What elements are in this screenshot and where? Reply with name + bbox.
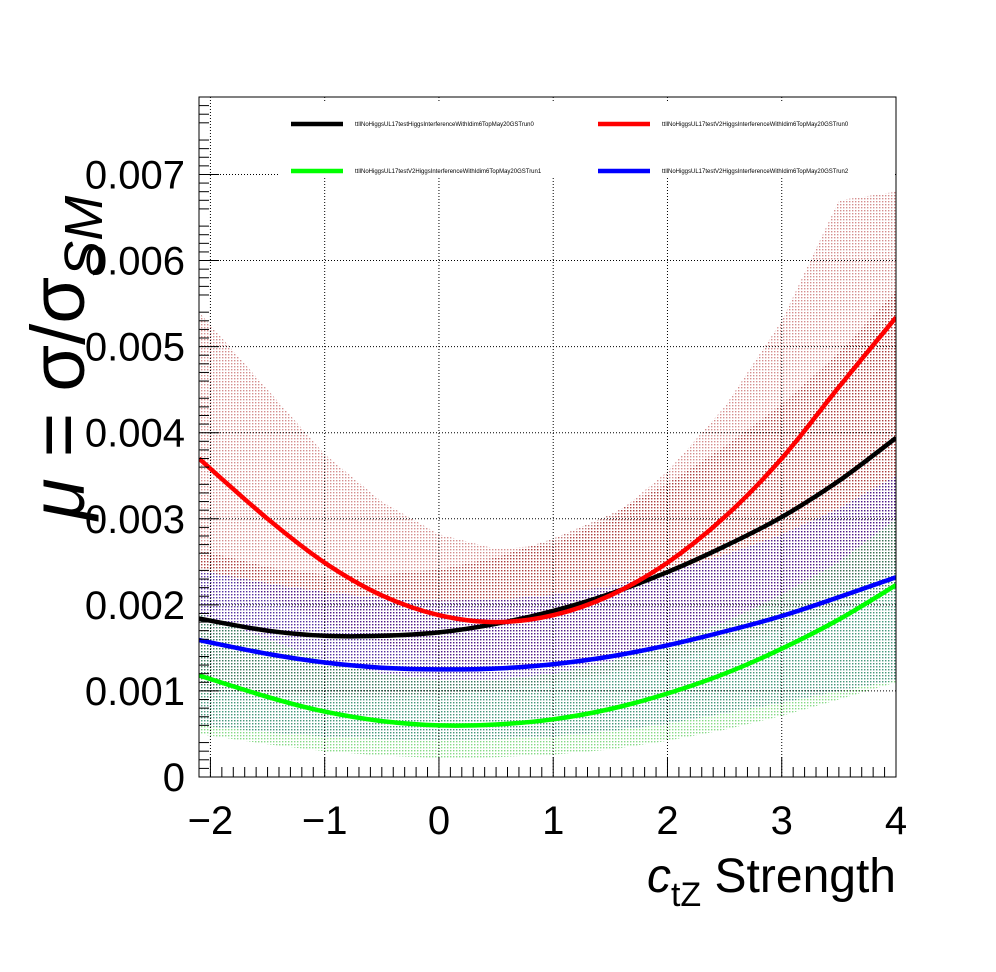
y-tick-label: 0.002 [85, 584, 185, 628]
series-line-3 [199, 575, 896, 672]
x-tick-labels: −2 −1 0 1 2 3 4 [188, 799, 908, 843]
legend-box [280, 103, 894, 177]
y-axis-mu: μ [16, 478, 101, 522]
y-tick-label: 0.006 [85, 240, 185, 284]
grid-lines [199, 97, 896, 777]
x-tick-label: −2 [188, 799, 234, 843]
y-tick-label: 0.004 [85, 412, 185, 456]
x-axis-suffix: Strength [701, 850, 896, 903]
x-tick-label: 3 [771, 799, 793, 843]
y-axis-title: μ = σ/σSM [16, 196, 114, 522]
legend-label-3: ttllNoHiggsUL17testV2HiggsInterferenceWi… [662, 169, 849, 175]
axis-ticks [199, 96, 897, 778]
x-axis-title: ctZ Strength [647, 850, 896, 914]
x-tick-label: 4 [885, 799, 907, 843]
x-axis-subscript: tZ [671, 876, 701, 914]
y-tick-label: 0.003 [85, 498, 185, 542]
y-tick-labels: 0 0.001 0.002 0.003 0.004 0.005 0.006 0.007 [85, 153, 185, 800]
x-tick-label: −1 [302, 799, 348, 843]
y-tick-label: 0.001 [85, 670, 185, 714]
series-line-1 [199, 315, 896, 625]
legend: ttllNoHiggsUL17testHiggsInterferenceWith… [280, 103, 894, 177]
series-line-0 [199, 436, 896, 639]
x-tick-label: 2 [656, 799, 678, 843]
y-axis-subscript: SM [54, 196, 114, 277]
series-line-2 [199, 583, 896, 728]
legend-label-2: ttllNoHiggsUL17testV2HiggsInterferenceWi… [355, 169, 542, 175]
y-axis-ratio: = σ/σ [16, 277, 101, 479]
x-axis-symbol: c [647, 850, 671, 903]
y-tick-label: 0.005 [85, 326, 185, 370]
plot-frame [198, 96, 897, 778]
uncertainty-bands [199, 191, 896, 759]
series-lines [199, 315, 896, 728]
x-tick-label: 0 [428, 799, 450, 843]
legend-label-1: ttllNoHiggsUL17testV2HiggsInterferenceWi… [662, 122, 849, 128]
band-2 [199, 518, 896, 759]
y-tick-label: 0.007 [85, 153, 185, 197]
y-tick-label: 0 [163, 756, 185, 800]
legend-label-0: ttllNoHiggsUL17testHiggsInterferenceWith… [355, 122, 535, 128]
x-tick-label: 1 [542, 799, 564, 843]
